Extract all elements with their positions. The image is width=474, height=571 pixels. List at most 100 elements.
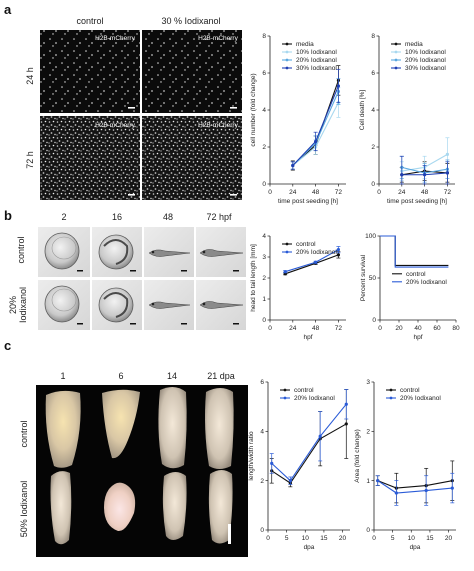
chart-b-survival: 0 20 40 60 80 0 50 100 hpf Percent survival contro…	[360, 233, 460, 341]
series-line-1	[271, 403, 347, 482]
x-tick-label: 15	[426, 535, 434, 542]
panel-b-row-label-control: control	[16, 236, 26, 263]
x-tick-label: 0	[266, 535, 270, 542]
x-axis-label: hpf	[413, 334, 422, 341]
data-point	[336, 248, 340, 252]
y-tick-label: 3	[366, 379, 370, 386]
y-tick-label: 4	[260, 429, 264, 436]
data-point	[314, 260, 318, 264]
x-axis-label: time post seeding [h]	[278, 198, 338, 205]
y-axis-label: cell number (fold change)	[250, 73, 257, 146]
panel-a-row-label-24h: 24 h	[25, 67, 35, 85]
x-tick-label: 24	[289, 189, 297, 196]
y-tick-label: 4	[262, 107, 266, 114]
x-tick-label: 20	[395, 325, 403, 332]
y-tick-label: 100	[365, 233, 376, 240]
data-point	[288, 479, 292, 483]
legend-marker	[283, 388, 287, 392]
series-line-0	[271, 423, 347, 484]
legend-label: control	[400, 387, 420, 394]
y-tick-label: 2	[262, 275, 266, 282]
y-axis-label: Cell death [%]	[359, 90, 366, 131]
legend-label: 20% Iodixanol	[405, 57, 446, 64]
y-tick-label: 6	[262, 70, 266, 77]
x-tick-label: 15	[320, 535, 328, 542]
panel-a-col-label-control: control	[76, 16, 103, 26]
panel-c-col-label-6: 6	[118, 371, 123, 381]
micrograph-label: H2B-mCherry	[95, 35, 135, 42]
x-tick-label: 80	[452, 325, 460, 332]
x-tick-label: 48	[312, 189, 320, 196]
y-tick-label: 0	[371, 181, 375, 188]
panel-b-col-label-2: 2	[61, 212, 66, 222]
x-tick-label: 0	[268, 189, 272, 196]
x-tick-label: 0	[378, 325, 382, 332]
series-line-0	[380, 235, 449, 266]
panel-b-col-label-16: 16	[112, 212, 122, 222]
data-point	[270, 461, 274, 465]
x-tick-label: 48	[312, 325, 320, 332]
x-tick-label: 5	[285, 535, 289, 542]
x-tick-label: 24	[289, 325, 297, 332]
data-point	[344, 422, 348, 426]
data-point	[445, 171, 449, 175]
y-tick-label: 3	[262, 254, 266, 261]
legend-marker	[394, 42, 398, 46]
series-line-0	[377, 480, 453, 489]
micrograph-label: H2B-mCherry	[198, 122, 238, 129]
scale-bar	[228, 524, 231, 544]
data-point	[318, 434, 322, 438]
panel-b-row-label-20pct: 20%	[8, 296, 18, 314]
panel-b-row-label-iodixanol: Iodixanol	[18, 287, 28, 323]
data-point	[314, 139, 318, 144]
legend-label: control	[296, 241, 316, 248]
x-tick-label: 0	[372, 535, 376, 542]
series-line-1	[377, 480, 453, 494]
legend-marker	[394, 66, 398, 70]
legend-label: control	[406, 271, 426, 278]
data-point	[283, 270, 287, 274]
data-point	[344, 402, 348, 406]
y-tick-label: 2	[260, 478, 264, 485]
chart-c-ratio: 0 5 10 15 20 0 2 4 6 dpa length/width ratio control…	[248, 379, 350, 551]
micrograph-a-control-72h: H2B-mCherry	[40, 116, 140, 200]
panel-letter-a: a	[4, 2, 12, 17]
x-axis-label: dpa	[410, 544, 421, 551]
legend-marker	[285, 50, 289, 54]
data-point	[291, 163, 295, 168]
panel-c-col-label-1: 1	[60, 371, 65, 381]
x-tick-label: 0	[268, 325, 272, 332]
x-axis-label: hpf	[303, 334, 312, 341]
y-tick-label: 2	[262, 144, 266, 151]
panel-c-col-label-14: 14	[167, 371, 177, 381]
micrograph-a-iodixanol-24h: H2B-mCherry	[142, 30, 242, 113]
y-tick-label: 50	[369, 275, 377, 282]
panel-a-col-label-iodixanol: 30 % Iodixanol	[161, 16, 220, 26]
y-tick-label: 0	[372, 317, 376, 324]
scale-bar	[230, 194, 237, 196]
blastema-images-c	[36, 385, 248, 557]
x-tick-label: 10	[408, 535, 416, 542]
data-point	[394, 491, 398, 495]
y-tick-label: 8	[371, 33, 375, 40]
data-point	[445, 152, 449, 156]
y-tick-label: 4	[371, 107, 375, 114]
legend-label: control	[294, 387, 314, 394]
legend-marker	[285, 66, 289, 70]
legend-label: 20% Iodixanol	[294, 395, 335, 402]
y-tick-label: 0	[366, 527, 370, 534]
x-tick-label: 72	[444, 189, 452, 196]
panel-c-row-label-iodixanol: 50% Iodixanol	[19, 481, 29, 538]
x-axis-label: dpa	[304, 544, 315, 551]
panel-letter-c: c	[4, 338, 11, 353]
micrograph-label: H2B-mCherry	[198, 35, 238, 42]
legend-label: 20% Iodixanol	[400, 395, 441, 402]
micrograph-label: H2B-mCherry	[95, 122, 135, 129]
legend-label: 30% Iodixanol	[296, 65, 337, 72]
y-tick-label: 0	[262, 181, 266, 188]
chart-c-area: 0 5 10 15 20 0 1 2 3 dpa Area (fold change) control…	[354, 379, 456, 551]
embryo-images-b	[38, 227, 246, 330]
x-tick-label: 72	[335, 189, 343, 196]
